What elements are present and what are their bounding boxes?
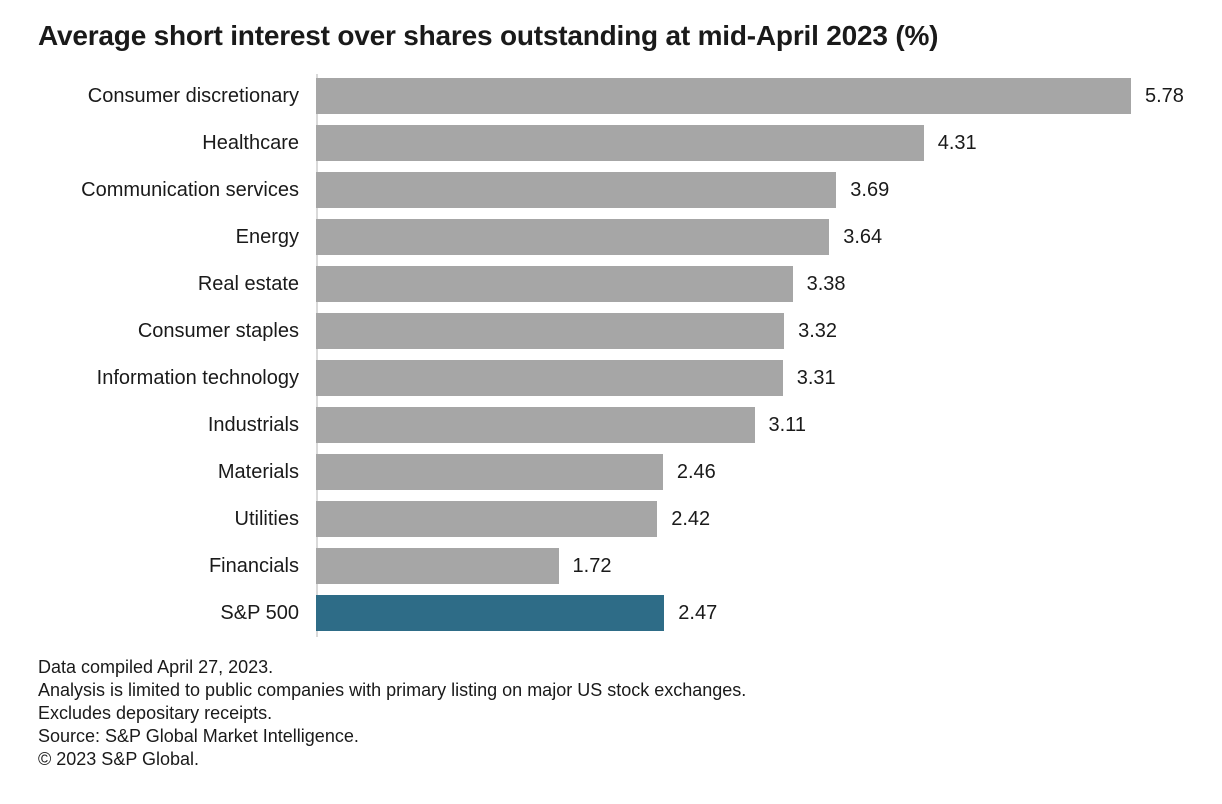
chart-row: Communication services 3.69 [38, 172, 1184, 208]
bar-track: 3.38 [316, 266, 1184, 302]
chart-row: Consumer discretionary 5.78 [38, 78, 1184, 114]
bar [316, 360, 783, 396]
value-label: 5.78 [1144, 84, 1184, 107]
bar-rows: Consumer discretionary 5.78 Healthcare 4.31… [38, 78, 1184, 631]
bar-track: 3.64 [316, 219, 1184, 255]
y-axis-line [316, 74, 318, 637]
value-label: 3.31 [796, 366, 836, 389]
category-label: Healthcare [202, 131, 299, 154]
bar-track: 2.47 [316, 595, 1184, 631]
value-label: 3.69 [850, 178, 890, 201]
bar-track: 2.42 [316, 501, 1184, 537]
category-label: Real estate [197, 272, 299, 295]
bar-track: 3.11 [316, 407, 1184, 443]
value-label: 2.46 [676, 460, 716, 483]
category-label: Materials [217, 460, 299, 483]
category-label: Consumer discretionary [87, 84, 299, 107]
bar-track: 1.72 [316, 548, 1184, 584]
category-label: S&P 500 [220, 601, 299, 624]
category-label: Information technology [96, 366, 299, 389]
value-label: 3.32 [798, 319, 838, 342]
bar [316, 454, 663, 490]
bar-track: 5.78 [316, 78, 1184, 114]
bar [316, 219, 830, 255]
footnote-line: Excludes depositary receipts. [38, 703, 273, 723]
highlight-bar [316, 595, 665, 631]
chart-row: Industrials 3.11 [38, 407, 1184, 443]
bar [316, 501, 658, 537]
chart-row: S&P 500 2.47 [38, 595, 1184, 631]
category-label: Utilities [234, 507, 299, 530]
bar [316, 548, 559, 584]
category-label: Communication services [81, 178, 299, 201]
bar-track: 3.31 [316, 360, 1184, 396]
bar-track: 3.69 [316, 172, 1184, 208]
value-label: 2.42 [671, 507, 711, 530]
bar [316, 266, 793, 302]
category-label: Financials [208, 554, 299, 577]
footnotes: Data compiled April 27, 2023. Analysis i… [38, 656, 1184, 771]
footnote-line: © 2023 S&P Global. [38, 749, 200, 769]
chart-row: Real estate 3.38 [38, 266, 1184, 302]
value-label: 4.31 [937, 131, 977, 154]
value-label: 3.64 [843, 225, 883, 248]
bar [316, 313, 785, 349]
value-label: 3.11 [768, 413, 806, 436]
category-label: Consumer staples [137, 319, 299, 342]
category-label: Industrials [207, 413, 299, 436]
chart-title: Average short interest over shares outst… [38, 20, 939, 51]
footnote-line: Data compiled April 27, 2023. [38, 657, 274, 677]
bar [316, 407, 755, 443]
chart-row: Utilities 2.42 [38, 501, 1184, 537]
value-label: 1.72 [572, 554, 612, 577]
chart-row: Consumer staples 3.32 [38, 313, 1184, 349]
bar [316, 172, 837, 208]
chart-row: Materials 2.46 [38, 454, 1184, 490]
bar-track: 3.32 [316, 313, 1184, 349]
category-label: Energy [235, 225, 299, 248]
bar [316, 125, 924, 161]
chart-row: Financials 1.72 [38, 548, 1184, 584]
chart-row: Information technology 3.31 [38, 360, 1184, 396]
value-label: 2.47 [678, 601, 718, 624]
bar-track: 2.46 [316, 454, 1184, 490]
chart-row: Energy 3.64 [38, 219, 1184, 255]
bar [316, 78, 1131, 114]
chart-row: Healthcare 4.31 [38, 125, 1184, 161]
footnote-line: Analysis is limited to public companies … [38, 680, 747, 700]
bar-track: 4.31 [316, 125, 1184, 161]
footnote-line: Source: S&P Global Market Intelligence. [38, 726, 359, 746]
bar-chart: Consumer discretionary 5.78 Healthcare 4.31… [38, 74, 1184, 637]
value-label: 3.38 [806, 272, 846, 295]
